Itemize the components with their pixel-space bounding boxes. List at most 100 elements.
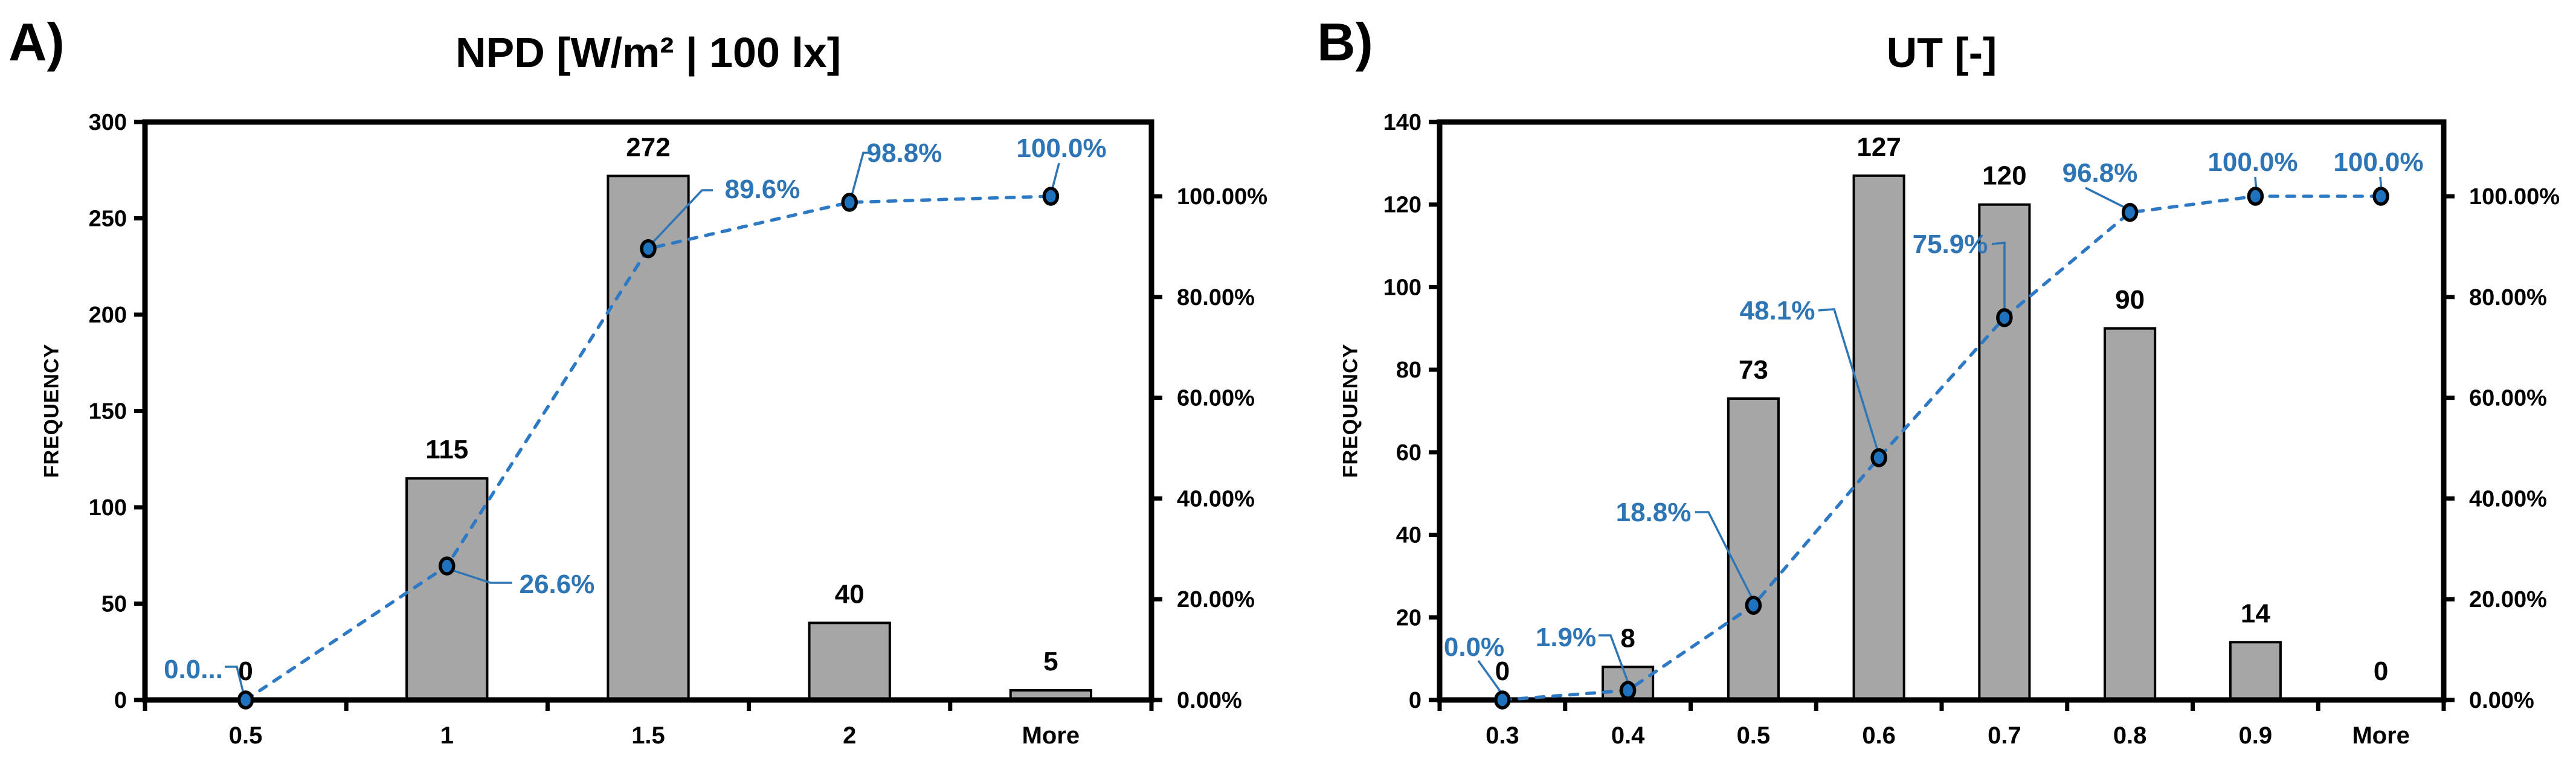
y-axis-tick-label: 0 <box>1409 688 1422 713</box>
right-axis-tick-label: 100.00% <box>1177 184 1267 210</box>
x-axis-category-label: 0.7 <box>1988 722 2021 749</box>
annotation-leader-line <box>1695 511 1754 600</box>
right-axis-tick-label: 80.00% <box>2469 285 2547 310</box>
annotation-leader-line <box>2085 187 2128 210</box>
chart-title-a: NPD [W/m² | 100 lx] <box>455 29 842 76</box>
right-axis-tick-label: 60.00% <box>1177 386 1255 411</box>
y-axis-tick-label: 140 <box>1383 110 1422 135</box>
histogram-bar <box>808 621 891 702</box>
y-axis-tick-label: 0 <box>114 688 127 713</box>
cumulative-pct-annotation: 100.0% <box>1016 133 1106 163</box>
cumulative-pct-annotation: 89.6% <box>725 175 800 204</box>
y-axis-tick-label: 250 <box>89 207 127 232</box>
cumulative-marker <box>1870 448 1887 467</box>
cumulative-pct-annotation: 1.9% <box>1536 623 1596 652</box>
x-axis-category-label: More <box>1022 722 1080 749</box>
cumulative-marker <box>1745 595 1762 615</box>
y-axis-tick-label: 60 <box>1396 440 1422 466</box>
annotation-leader-line <box>651 189 713 245</box>
y-axis-tick-label: 100 <box>1383 275 1422 300</box>
right-axis-tick-label: 80.00% <box>1177 285 1255 310</box>
cumulative-pct-annotation: 100.0% <box>2207 147 2297 177</box>
cumulative-pct-annotation: 48.1% <box>1740 296 1815 326</box>
bar-value-label: 115 <box>425 435 468 464</box>
annotation-leader-line <box>1818 308 1879 451</box>
cumulative-pct-annotation: 26.6% <box>520 570 595 599</box>
x-axis-category-label: 0.5 <box>229 722 263 749</box>
annotation-leader-line <box>1051 162 1060 191</box>
annotation-leader-line <box>1599 634 1630 685</box>
cumulative-marker <box>2247 187 2264 206</box>
x-axis-category-label: 1 <box>440 722 454 749</box>
cumulative-pct-annotation: 75.9% <box>1913 229 1988 259</box>
y-axis-tick-label: 300 <box>89 110 127 135</box>
bar-value-label: 120 <box>1982 161 2026 191</box>
annotation-leader-line <box>451 569 512 584</box>
bar-value-label: 73 <box>1739 355 1768 385</box>
x-axis-category-label: 0.4 <box>1611 722 1645 749</box>
y-axis-tick-label: 200 <box>89 303 127 328</box>
annotation-leader-line <box>1477 659 1502 694</box>
annotation-leader-line <box>850 152 870 198</box>
cumulative-pct-annotation: 98.8% <box>867 138 942 168</box>
x-axis-category-label: 0.9 <box>2239 722 2273 749</box>
x-axis-category-label: 0.8 <box>2113 722 2147 749</box>
bar-value-label: 272 <box>626 132 670 162</box>
y-axis-tick-label: 50 <box>101 592 127 617</box>
cumulative-line <box>1501 194 2383 702</box>
annotation-leader-line <box>1991 242 2006 310</box>
right-axis-tick-label: 40.00% <box>1177 486 1255 512</box>
cumulative-marker <box>1619 681 1637 700</box>
y-axis-tick-label: 20 <box>1396 605 1422 631</box>
y-axis-tick-label: 80 <box>1396 358 1422 383</box>
x-axis-category-label: 0.5 <box>1737 722 1771 749</box>
chart-panel-a: 300250200150100500100.00%80.00%60.00%40.… <box>89 110 1267 749</box>
histogram-bar <box>2104 327 2157 701</box>
x-axis-category-label: 2 <box>843 722 856 749</box>
histogram-bar <box>1727 397 1780 701</box>
cumulative-pct-annotation: 0.0% <box>1444 632 1504 662</box>
x-axis-category-label: 0.3 <box>1486 722 1519 749</box>
bar-value-label: 90 <box>2115 285 2145 315</box>
cumulative-marker <box>2372 187 2389 206</box>
bar-value-label: 0 <box>1495 656 1510 686</box>
histogram-bar <box>2229 641 2282 702</box>
histogram-bar <box>405 477 489 702</box>
right-axis-tick-label: 20.00% <box>2469 587 2547 612</box>
chart-title-b: UT [-] <box>1886 29 1997 76</box>
plot-frame <box>1437 119 2447 703</box>
x-axis-category-label: More <box>2352 722 2410 749</box>
right-axis-tick-label: 60.00% <box>2469 386 2547 411</box>
cumulative-marker <box>237 690 254 710</box>
bar-value-label: 8 <box>1620 623 1635 653</box>
cumulative-pct-annotation: 100.0% <box>2333 147 2423 177</box>
panel-label-a: A) <box>8 12 65 72</box>
cumulative-marker <box>1996 308 2013 327</box>
y-axis-tick-label: 40 <box>1396 523 1422 548</box>
histogram-bar <box>607 175 690 701</box>
cumulative-pct-annotation: 0.0... <box>164 655 223 684</box>
bar-value-label: 5 <box>1043 647 1058 676</box>
right-axis-tick-label: 40.00% <box>2469 486 2547 512</box>
y-axis-tick-label: 150 <box>89 399 127 425</box>
annotation-leader-line <box>225 666 245 694</box>
chart-panel-b: 140120100806040200100.00%80.00%60.00%40.… <box>1383 110 2560 749</box>
right-axis-tick-label: 0.00% <box>2469 688 2534 713</box>
bar-value-label: 0 <box>238 656 253 686</box>
cumulative-marker <box>1042 187 1060 206</box>
panel-label-b: B) <box>1317 12 1373 72</box>
bar-value-label: 127 <box>1856 132 1901 162</box>
cumulative-marker <box>439 556 456 576</box>
right-axis-tick-label: 20.00% <box>1177 587 1255 612</box>
y-axis-tick-label: 100 <box>89 495 127 521</box>
cumulative-marker <box>2121 202 2139 222</box>
bar-value-label: 0 <box>2374 656 2388 686</box>
cumulative-marker <box>1494 690 1511 710</box>
x-axis-category-label: 1.5 <box>631 722 665 749</box>
cumulative-marker <box>640 239 657 258</box>
cumulative-pct-annotation: 96.8% <box>2062 158 2138 188</box>
cumulative-pct-annotation: 18.8% <box>1616 498 1692 527</box>
bar-value-label: 14 <box>2241 599 2270 628</box>
bar-value-label: 40 <box>835 579 865 609</box>
